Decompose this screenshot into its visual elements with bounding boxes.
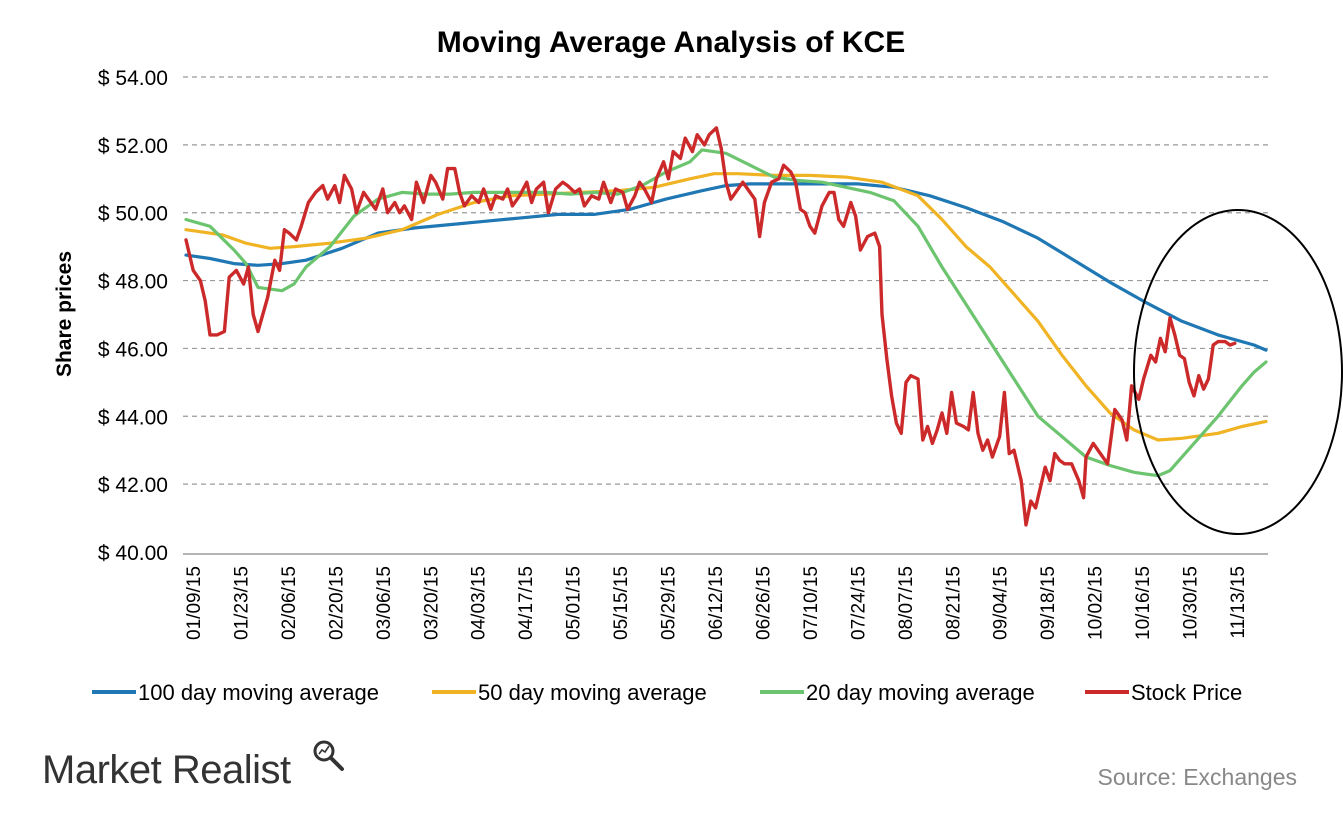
highlight-ellipse (1133, 209, 1343, 535)
y-tick-label: $ 50.00 (98, 203, 168, 226)
x-tick-label: 08/21/15 (943, 566, 964, 640)
x-tick-label: 02/20/15 (326, 566, 347, 640)
series-line-3 (184, 148, 1268, 478)
brand-name: Market Realist (42, 748, 291, 792)
series-line-2 (184, 172, 1268, 442)
series-lines (184, 126, 1268, 527)
y-axis-ticks: $ 54.00 $ 52.00 $ 50.00 $ 48.00 $ 46.00 $ 44.… (98, 67, 168, 565)
x-tick-label: 10/02/15 (1086, 566, 1107, 640)
x-tick-label: 03/06/15 (374, 566, 395, 640)
x-tick-label: 10/16/15 (1133, 566, 1154, 640)
legend: 100 day moving average 50 day moving aver… (92, 680, 1242, 705)
legend-label: 20 day moving average (806, 680, 1035, 705)
y-tick-label: $ 48.00 (98, 271, 168, 294)
x-tick-label: 06/26/15 (753, 566, 774, 640)
gridlines (183, 76, 1268, 485)
x-tick-label: 08/07/15 (896, 566, 917, 640)
legend-label: 100 day moving average (138, 680, 379, 705)
magnifier-icon (313, 740, 344, 771)
x-tick-label: 05/15/15 (611, 566, 632, 640)
x-tick-label: 07/10/15 (801, 566, 822, 640)
x-tick-label: 09/18/15 (1038, 566, 1059, 640)
x-tick-label: 01/23/15 (231, 566, 252, 640)
y-tick-label: $ 52.00 (98, 135, 168, 158)
x-tick-label: 10/30/15 (1181, 566, 1202, 640)
series-line-4 (184, 126, 1237, 527)
x-tick-label: 04/17/15 (516, 566, 537, 640)
x-tick-label: 03/20/15 (421, 566, 442, 640)
y-axis-label: Share prices (53, 251, 76, 377)
y-tick-label: $ 42.00 (98, 474, 168, 497)
x-tick-label: 05/29/15 (659, 566, 680, 640)
y-tick-label: $ 44.00 (98, 406, 168, 429)
x-tick-label: 06/12/15 (706, 566, 727, 640)
x-tick-label: 04/03/15 (469, 566, 490, 640)
legend-label: Stock Price (1131, 680, 1242, 705)
source-note: Source: Exchanges (1097, 764, 1297, 790)
x-tick-label: 02/06/15 (279, 566, 300, 640)
chart-title: Moving Average Analysis of KCE (437, 26, 905, 59)
x-tick-label: 11/13/15 (1228, 566, 1249, 639)
y-tick-label: $ 46.00 (98, 338, 168, 361)
x-tick-label: 01/09/15 (184, 566, 205, 640)
x-tick-label: 07/24/15 (848, 566, 869, 640)
legend-label: 50 day moving average (478, 680, 707, 705)
series-line-1 (184, 182, 1268, 352)
x-tick-label: 09/04/15 (991, 566, 1012, 640)
y-tick-label: $ 54.00 (98, 67, 168, 90)
y-tick-label: $ 40.00 (98, 542, 168, 565)
x-tick-label: 05/01/15 (564, 566, 585, 640)
x-axis-ticks: 01/09/15 01/23/15 02/06/15 02/20/15 03/06/15… (184, 566, 1249, 640)
